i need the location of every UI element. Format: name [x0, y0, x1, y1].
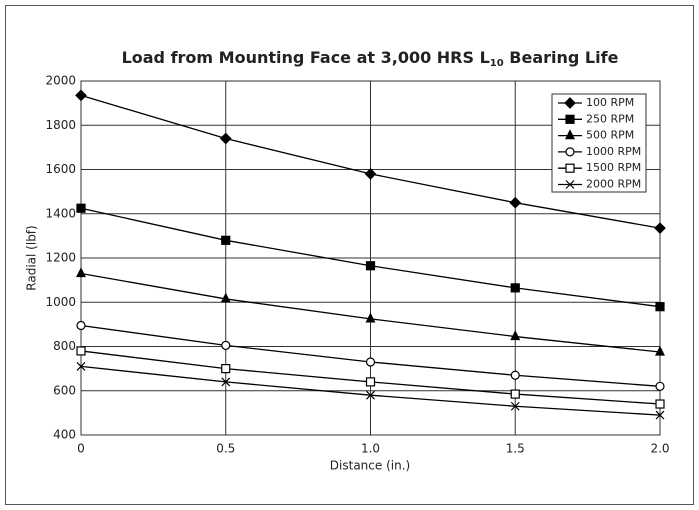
- title-subscript: 10: [490, 58, 504, 69]
- y-tick-label: 1400: [45, 206, 76, 220]
- x-axis-label: Distance (in.): [330, 459, 410, 473]
- marker: [221, 364, 231, 374]
- marker: [655, 302, 665, 312]
- marker: [655, 345, 665, 356]
- legend-label: 2000 RPM: [586, 178, 641, 191]
- legend-marker: [565, 129, 575, 140]
- title-main: Load from Mounting Face at 3,000 HRS L: [122, 48, 490, 67]
- legend-marker: [565, 147, 575, 157]
- marker: [219, 132, 232, 145]
- x-tick-label: 0: [77, 442, 85, 456]
- marker: [76, 203, 86, 213]
- marker: [365, 357, 376, 367]
- y-tick-label: 1600: [45, 162, 76, 176]
- marker: [510, 283, 520, 293]
- marker: [75, 89, 87, 102]
- y-tick-label: 400: [53, 428, 76, 442]
- marker: [76, 267, 86, 278]
- marker: [365, 377, 376, 387]
- marker: [221, 340, 231, 350]
- legend-box: [551, 93, 647, 193]
- marker: [510, 370, 520, 380]
- title-rest: Bearing Life: [504, 48, 619, 67]
- legend-marker: [565, 114, 575, 124]
- marker: [76, 346, 86, 356]
- y-tick-label: 2000: [45, 74, 76, 88]
- legend-label: 1500 RPM: [586, 161, 641, 174]
- marker: [365, 312, 376, 323]
- y-tick-label: 1000: [45, 295, 76, 309]
- y-axis-label: Radial (lbf): [25, 225, 39, 290]
- x-tick-label: 2.0: [650, 442, 669, 456]
- marker: [510, 401, 520, 411]
- y-tick-label: 600: [53, 383, 76, 397]
- legend-label: 100 RPM: [586, 96, 634, 109]
- marker: [510, 389, 520, 399]
- legend-marker: [565, 163, 575, 173]
- y-tick-label: 1200: [45, 251, 76, 265]
- marker: [655, 399, 665, 409]
- marker: [509, 196, 522, 209]
- marker: [655, 381, 665, 391]
- marker: [365, 261, 376, 271]
- marker: [76, 361, 86, 371]
- y-tick-label: 1800: [45, 118, 76, 132]
- legend-marker: [565, 180, 575, 189]
- marker: [364, 168, 377, 180]
- marker: [221, 377, 231, 387]
- legend-label: 250 RPM: [586, 112, 634, 125]
- marker: [220, 292, 231, 303]
- marker: [366, 390, 375, 400]
- marker: [654, 222, 666, 234]
- x-tick-label: 1.5: [506, 442, 525, 456]
- marker: [655, 410, 665, 420]
- legend-label: 500 RPM: [586, 129, 634, 142]
- y-tick-label: 800: [53, 339, 76, 353]
- chart-title: Load from Mounting Face at 3,000 HRS L10…: [122, 48, 619, 70]
- marker: [76, 320, 86, 331]
- legend-marker: [564, 97, 576, 109]
- marker: [510, 330, 521, 341]
- marker: [221, 235, 231, 245]
- x-tick-label: 1.0: [361, 442, 380, 456]
- legend-label: 1000 RPM: [586, 145, 641, 158]
- x-tick-label: 0.5: [216, 442, 235, 456]
